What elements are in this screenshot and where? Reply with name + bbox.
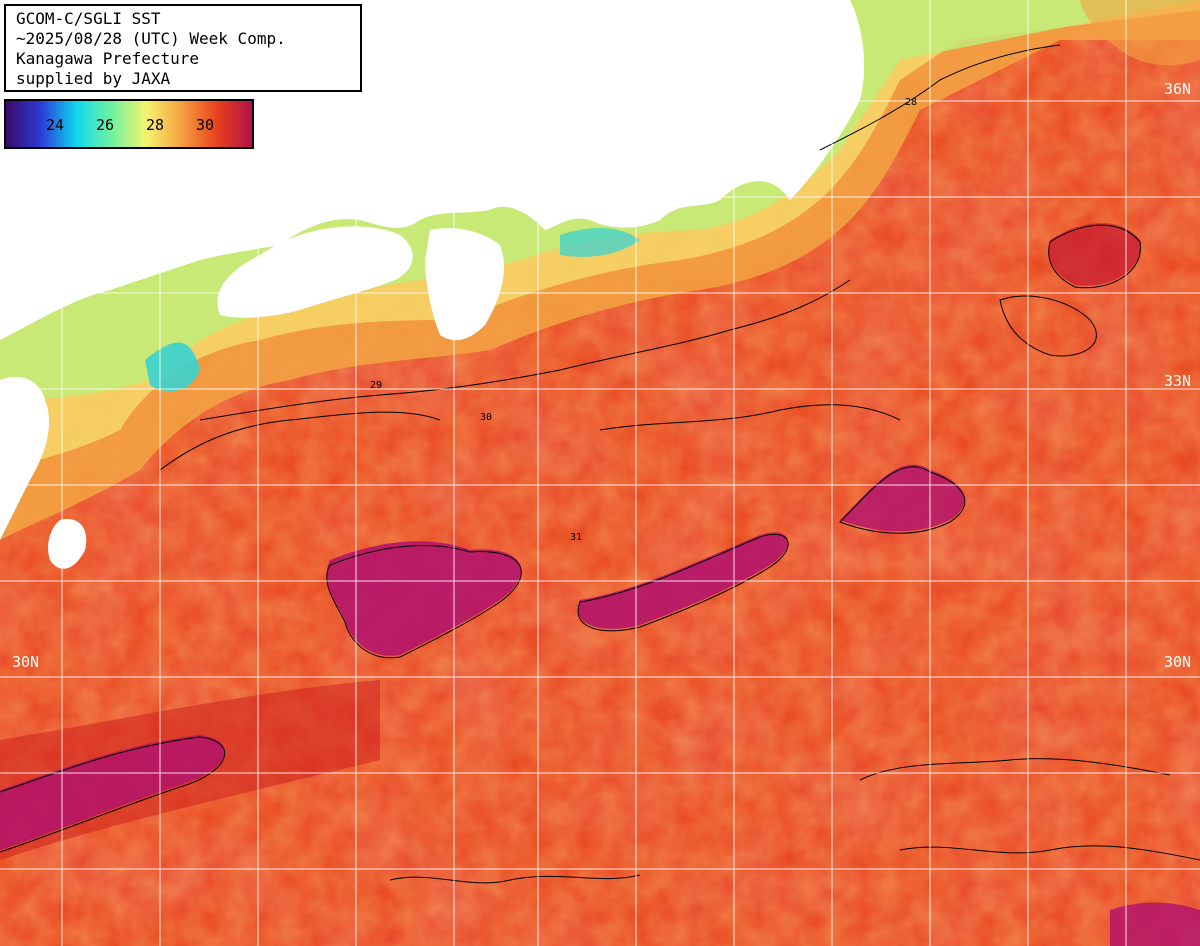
title-line-credit: supplied by JAXA: [16, 69, 171, 88]
coastal-east-corner: [1080, 0, 1200, 66]
land-island-awaji: [468, 156, 496, 190]
hot-patch-3: [840, 464, 965, 532]
warm-patch-east: [1048, 223, 1141, 286]
legend-tick-24: 24: [46, 116, 65, 134]
hot-patch-4: [0, 735, 225, 850]
land-kyushu: [0, 376, 50, 540]
land-kii-peninsula: [425, 228, 505, 341]
legend-tick-30: 30: [196, 116, 215, 134]
grid-label-30n-right: 30N: [1164, 653, 1192, 671]
map-title-box: GCOM-C/SGLI SST ~2025/08/28 (UTC) Week C…: [4, 4, 362, 92]
title-line-region: Kanagawa Prefecture: [16, 49, 200, 68]
sst-color-legend: 24 26 28 30: [4, 99, 254, 149]
contour-label-28: 28: [905, 97, 917, 108]
hot-patch-1: [326, 541, 522, 656]
coastal-cool-spot-1: [145, 342, 200, 392]
title-line-product: GCOM-C/SGLI SST: [16, 9, 161, 28]
contour-label-30: 30: [480, 412, 492, 423]
legend-tick-26: 26: [96, 116, 115, 134]
legend-tick-28: 28: [146, 116, 165, 134]
contour-label-31: 31: [570, 532, 582, 543]
contour-label-29: 29: [370, 380, 382, 391]
contour-value-labels: 28 29 30 31: [370, 97, 917, 543]
title-line-date: ~2025/08/28 (UTC) Week Comp.: [16, 29, 286, 48]
coastal-cool-spot-2: [560, 228, 640, 257]
hot-patch-5: [1110, 902, 1200, 946]
grid-label-36n: 36N: [1164, 80, 1192, 98]
land-shikoku: [217, 226, 413, 318]
grid-label-30n-left: 30N: [12, 653, 40, 671]
legend-ticks: 24 26 28 30: [6, 101, 252, 147]
contour-lines: [0, 44, 1200, 884]
grid-label-136e: 136E: [480, 11, 498, 48]
land-island-south: [48, 519, 87, 569]
grid-label-33n: 33N: [1164, 372, 1192, 390]
